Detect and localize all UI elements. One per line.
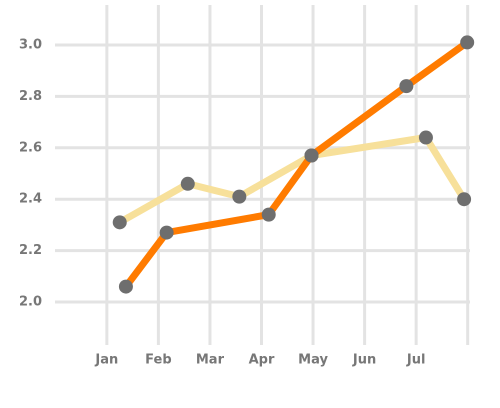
marker xyxy=(232,189,247,204)
marker xyxy=(418,130,433,145)
marker xyxy=(180,176,195,191)
marker xyxy=(159,225,174,240)
y-tick-label: 2.8 xyxy=(19,89,42,104)
marker xyxy=(304,148,319,163)
marker xyxy=(399,79,414,94)
marker xyxy=(457,192,472,207)
line xyxy=(118,134,468,226)
x-tick-label: Mar xyxy=(196,353,225,368)
x-tick-label: Apr xyxy=(249,353,275,368)
y-tick-label: 2.6 xyxy=(19,140,42,155)
x-tick-label: May xyxy=(298,353,328,368)
marker xyxy=(118,279,133,294)
marker xyxy=(261,207,276,222)
marker xyxy=(460,35,475,50)
y-tick-label: 2.2 xyxy=(19,243,42,258)
y-tick-label: 3.0 xyxy=(19,38,42,53)
x-tick-label: Jan xyxy=(94,353,118,368)
x-tick-label: Feb xyxy=(145,353,171,368)
line xyxy=(123,39,470,289)
y-tick-label: 2.4 xyxy=(19,192,42,207)
marker xyxy=(112,215,127,230)
y-tick-label: 2.0 xyxy=(19,295,42,310)
x-tick-label: Jul xyxy=(406,353,426,368)
x-tick-label: Jun xyxy=(352,353,376,368)
